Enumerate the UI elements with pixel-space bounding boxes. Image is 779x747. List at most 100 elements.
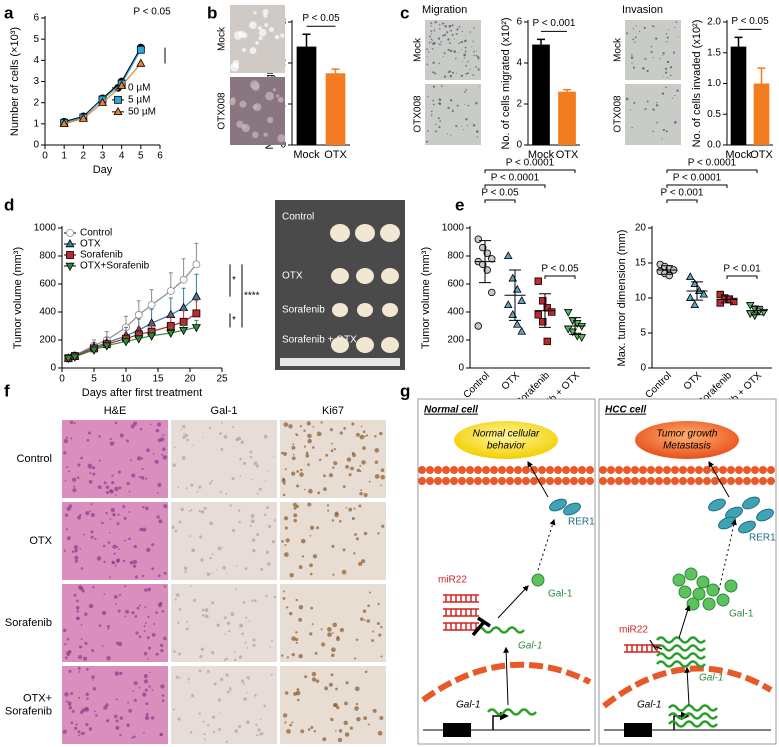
photo-texture xyxy=(147,615,150,619)
marker xyxy=(65,262,75,272)
photo-texture xyxy=(665,86,667,89)
photo-texture xyxy=(284,543,287,546)
photo-texture xyxy=(431,47,434,50)
photo-texture xyxy=(248,620,251,623)
photo-texture xyxy=(110,508,115,513)
photo-texture xyxy=(255,41,259,45)
photo-texture xyxy=(271,639,273,642)
membrane xyxy=(679,466,687,474)
photo-texture xyxy=(131,611,135,615)
photo-texture xyxy=(292,443,295,446)
photo-texture xyxy=(123,516,127,520)
photo-texture xyxy=(277,96,284,103)
photo-texture xyxy=(664,67,668,70)
photo-texture xyxy=(271,539,276,544)
y-tick-label: 6 xyxy=(33,13,39,24)
y-tick-label: 6 xyxy=(516,17,522,28)
marker xyxy=(147,301,156,309)
photo-texture xyxy=(249,524,252,527)
photo-label: Sorafenib xyxy=(282,305,325,316)
marker xyxy=(179,327,189,336)
marker xyxy=(102,342,112,351)
photo-texture xyxy=(88,480,93,484)
photo-texture xyxy=(86,697,89,700)
photo-texture xyxy=(179,677,181,679)
photo-texture xyxy=(126,481,130,486)
arrow xyxy=(527,460,549,498)
y-axis-label: No. of cells invaded (x10²) xyxy=(691,20,703,148)
annotation: P < 0.0001 xyxy=(688,158,737,169)
photo-texture xyxy=(331,519,335,522)
y-tick-label: 4 xyxy=(516,58,522,69)
photo-texture xyxy=(307,728,311,731)
photo-texture xyxy=(181,456,186,460)
photo-texture xyxy=(432,99,435,102)
photo-texture xyxy=(115,494,117,496)
membrane xyxy=(546,477,554,485)
photo-texture xyxy=(429,35,431,38)
photo-texture xyxy=(301,555,305,558)
photo-texture xyxy=(313,730,317,733)
photo-texture xyxy=(309,534,312,537)
photo-texture xyxy=(442,55,444,57)
photo-texture xyxy=(333,461,338,466)
x-tick-label: 15 xyxy=(152,374,164,385)
photo-texture xyxy=(309,572,313,576)
gene-box xyxy=(624,723,652,737)
photo-texture xyxy=(221,421,224,424)
panel-label: b xyxy=(207,3,217,22)
photo-texture xyxy=(642,67,645,70)
photo-texture xyxy=(475,54,477,56)
photo-texture xyxy=(242,601,246,604)
photo-texture xyxy=(78,734,81,737)
photo-texture xyxy=(465,118,468,121)
marker xyxy=(685,293,695,302)
photo-texture xyxy=(63,451,67,455)
photo-texture xyxy=(447,106,450,110)
photo-texture xyxy=(92,472,96,476)
photo-texture xyxy=(156,515,160,519)
sd-bar xyxy=(539,293,551,328)
photo-texture xyxy=(286,656,290,659)
photo-texture xyxy=(292,502,298,507)
photo-texture xyxy=(174,529,178,533)
photo-texture xyxy=(360,425,363,428)
photo xyxy=(280,502,386,580)
annotation: P < 0.05 xyxy=(133,7,171,18)
photo-texture xyxy=(64,643,67,646)
marker xyxy=(70,353,80,362)
membrane xyxy=(767,466,775,474)
photo-texture xyxy=(151,567,155,571)
marker xyxy=(503,251,513,260)
photo-texture xyxy=(303,488,306,491)
mrna-label: Gal-1 xyxy=(699,673,723,684)
photo-texture xyxy=(117,641,123,647)
photo-texture xyxy=(673,51,675,53)
marker xyxy=(134,310,143,319)
photo-texture xyxy=(132,735,136,739)
photo-texture xyxy=(307,433,312,439)
membrane xyxy=(695,477,703,485)
outcome xyxy=(454,421,558,459)
membrane xyxy=(482,477,490,485)
photo-texture xyxy=(443,75,447,78)
photo-texture xyxy=(171,525,175,529)
photo-texture xyxy=(209,557,212,560)
photo-texture xyxy=(81,731,85,735)
marker xyxy=(563,308,573,317)
photo-texture xyxy=(655,37,658,40)
photo-texture xyxy=(378,633,382,637)
photo-texture xyxy=(90,503,93,506)
photo-texture xyxy=(102,544,106,548)
photo-texture xyxy=(363,492,368,498)
photo-texture xyxy=(183,432,185,435)
photo-texture xyxy=(68,669,72,673)
photo-texture xyxy=(458,51,460,53)
photo-texture xyxy=(64,656,68,660)
outcome-label: Metastasis xyxy=(663,441,711,452)
photo-texture xyxy=(87,463,92,469)
x-tick-label: 10 xyxy=(120,374,132,385)
photo-texture xyxy=(366,434,369,437)
photo-texture xyxy=(341,569,347,575)
photo-texture xyxy=(175,675,179,679)
